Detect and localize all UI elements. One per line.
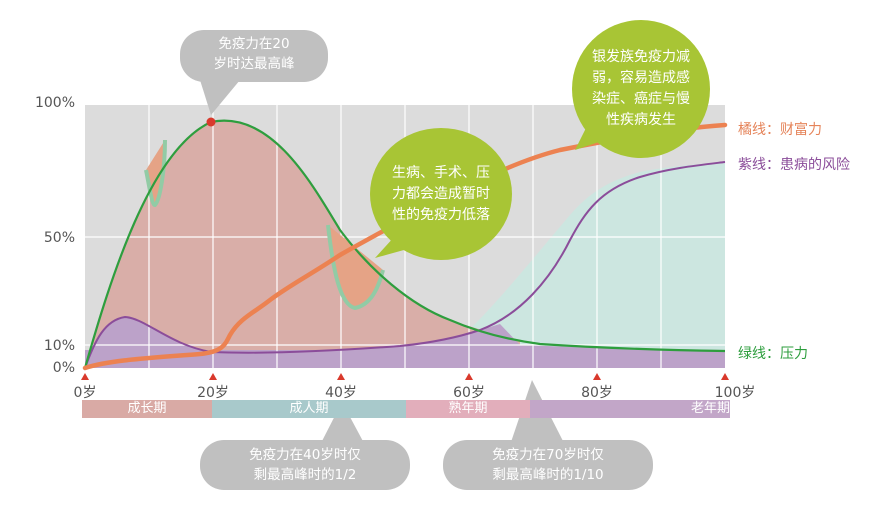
senior-annotation-line-4: 性疾病发生 [606, 112, 676, 128]
age40-annotation-line-1: 免疫力在40岁时仅 [249, 447, 361, 463]
x-label-20: 20岁 [197, 385, 229, 401]
age70-annotation-line-2: 剩最高峰时的1/10 [492, 467, 604, 483]
peak-marker [206, 117, 216, 127]
age40-bubble-tail [320, 402, 365, 445]
y-label-10: 10% [43, 338, 75, 354]
immunity-area [85, 120, 520, 369]
x-label-80: 80岁 [581, 385, 613, 401]
dip-annotation-line-1: 生病、手术、压 [392, 164, 490, 181]
dip-annotation-line-2: 力都会造成暂时 [392, 185, 490, 202]
senior-annotation-bubble: 银发族免疫力减 弱，容易造成感 染症、癌症与慢 性疾病发生 [572, 20, 710, 158]
peak-annotation-line-2: 岁时达最高峰 [213, 56, 295, 72]
disease-risk-line [84, 161, 726, 369]
y-label-50: 50% [43, 230, 75, 246]
x-label-100: 100岁 [714, 385, 756, 401]
legend-stress: 绿线：压力 [738, 346, 808, 362]
y-label-0: 0% [52, 360, 75, 376]
senior-annotation-line-2: 弱，容易造成感 [592, 70, 690, 86]
x-label-40: 40岁 [325, 385, 357, 401]
age40-annotation-bubble: 免疫力在40岁时仅 剩最高峰时的1/2 [200, 440, 410, 490]
y-label-100: 100% [34, 95, 75, 111]
age70-annotation-bubble: 免疫力在70岁时仅 剩最高峰时的1/10 [443, 440, 653, 490]
stage-adult: 成人期 [212, 400, 406, 418]
dip-annotation-bubble: 生病、手术、压 力都会造成暂时 性的免疫力低落 [370, 128, 512, 260]
stage-elderly: 老年期 [530, 400, 730, 418]
stage-growth: 成长期 [82, 400, 212, 418]
wealth-line [82, 122, 728, 371]
age70-annotation-line-1: 免疫力在70岁时仅 [492, 447, 604, 463]
x-label-60: 60岁 [453, 385, 485, 401]
x-tick-markers [81, 373, 729, 380]
peak-bubble-tail [200, 80, 240, 115]
peak-annotation-line-1: 免疫力在20 [218, 36, 290, 52]
legend-wealth: 橘线：财富力 [738, 122, 822, 138]
x-label-0: 0岁 [73, 385, 97, 401]
senior-annotation-line-3: 染症、癌症与慢 [592, 91, 690, 107]
peak-annotation-bubble: 免疫力在20 岁时达最高峰 [180, 30, 328, 82]
dip-annotation-line-3: 性的免疫力低落 [392, 206, 490, 223]
age40-annotation-line-2: 剩最高峰时的1/2 [253, 467, 357, 483]
senior-annotation-line-1: 银发族免疫力减 [592, 49, 690, 65]
legend-disease-risk: 紫线：患病的风险 [738, 157, 850, 173]
stage-mature: 熟年期 [406, 400, 530, 418]
